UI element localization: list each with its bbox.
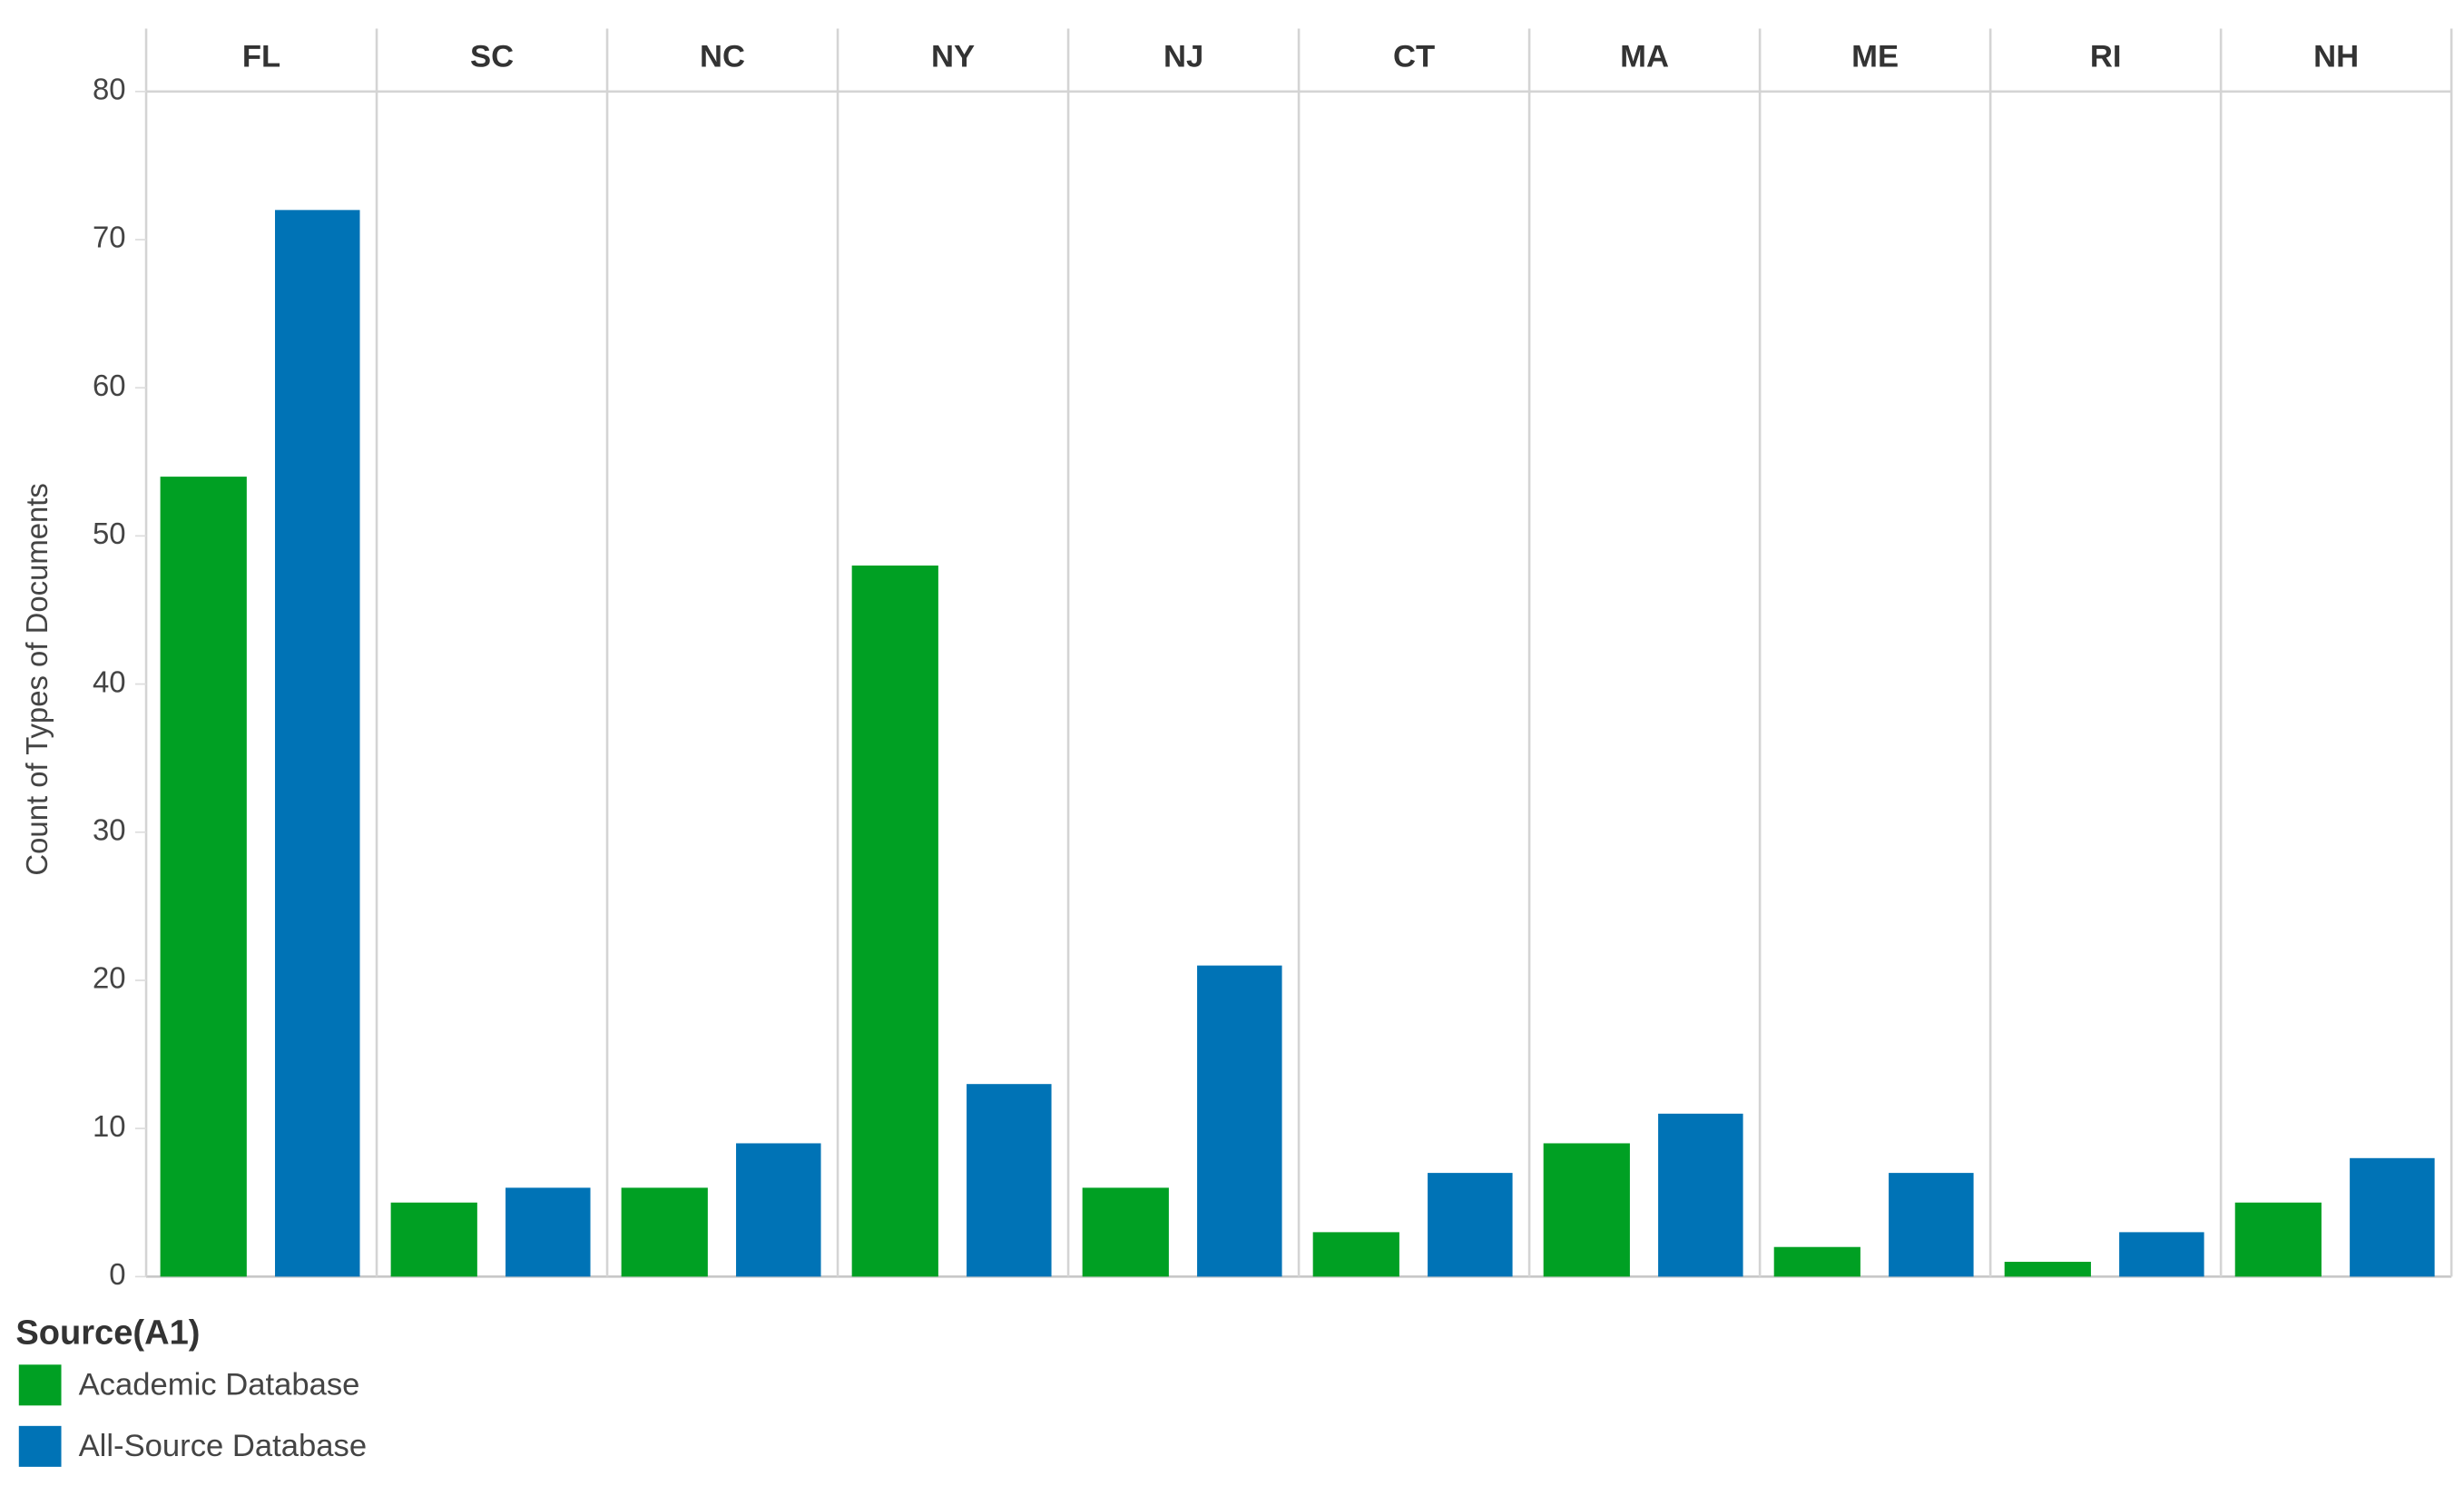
bar bbox=[967, 1084, 1052, 1277]
y-tick-label: 80 bbox=[93, 72, 126, 105]
bar bbox=[621, 1187, 708, 1277]
bar bbox=[390, 1202, 477, 1277]
y-tick-label: 10 bbox=[93, 1109, 126, 1143]
y-axis-title: Count of Types of Documents bbox=[20, 483, 54, 875]
bar bbox=[506, 1187, 591, 1277]
category-label: SC bbox=[470, 40, 514, 74]
legend-swatch bbox=[18, 1425, 62, 1467]
y-tick-label: 0 bbox=[109, 1257, 125, 1291]
category-label: CT bbox=[1393, 40, 1435, 74]
bar bbox=[1658, 1113, 1743, 1277]
category-label: MA bbox=[1620, 40, 1669, 74]
category-label: ME bbox=[1851, 40, 1899, 74]
legend-label: All-Source Database bbox=[79, 1429, 368, 1463]
bar bbox=[1197, 965, 1282, 1277]
legend-swatch bbox=[18, 1364, 62, 1406]
category-label: NC bbox=[700, 40, 745, 74]
category-label: FL bbox=[242, 40, 280, 74]
y-tick-label: 50 bbox=[93, 517, 126, 550]
bar bbox=[1312, 1232, 1399, 1277]
bar bbox=[1773, 1246, 1860, 1277]
bar bbox=[1889, 1173, 1974, 1277]
category-label: NJ bbox=[1163, 40, 1203, 74]
bar bbox=[1543, 1143, 1630, 1277]
bar bbox=[2119, 1232, 2204, 1277]
bar bbox=[2350, 1157, 2435, 1277]
bar bbox=[275, 210, 360, 1277]
legend-label: Academic Database bbox=[79, 1368, 360, 1402]
category-label: RI bbox=[2090, 40, 2122, 74]
category-label: NH bbox=[2313, 40, 2359, 74]
y-tick-label: 30 bbox=[93, 812, 126, 846]
bar bbox=[2234, 1202, 2322, 1277]
bar bbox=[1082, 1187, 1169, 1277]
y-tick-label: 70 bbox=[93, 221, 126, 254]
y-tick-label: 20 bbox=[93, 961, 126, 995]
bar bbox=[160, 477, 247, 1277]
y-tick-label: 40 bbox=[93, 664, 126, 698]
y-tick-label: 60 bbox=[93, 369, 126, 402]
bar bbox=[851, 566, 938, 1277]
category-label: NY bbox=[931, 40, 975, 74]
bar bbox=[2004, 1262, 2091, 1277]
legend-title: Source(A1) bbox=[15, 1314, 200, 1352]
bar bbox=[736, 1143, 821, 1277]
bar bbox=[1428, 1173, 1513, 1277]
